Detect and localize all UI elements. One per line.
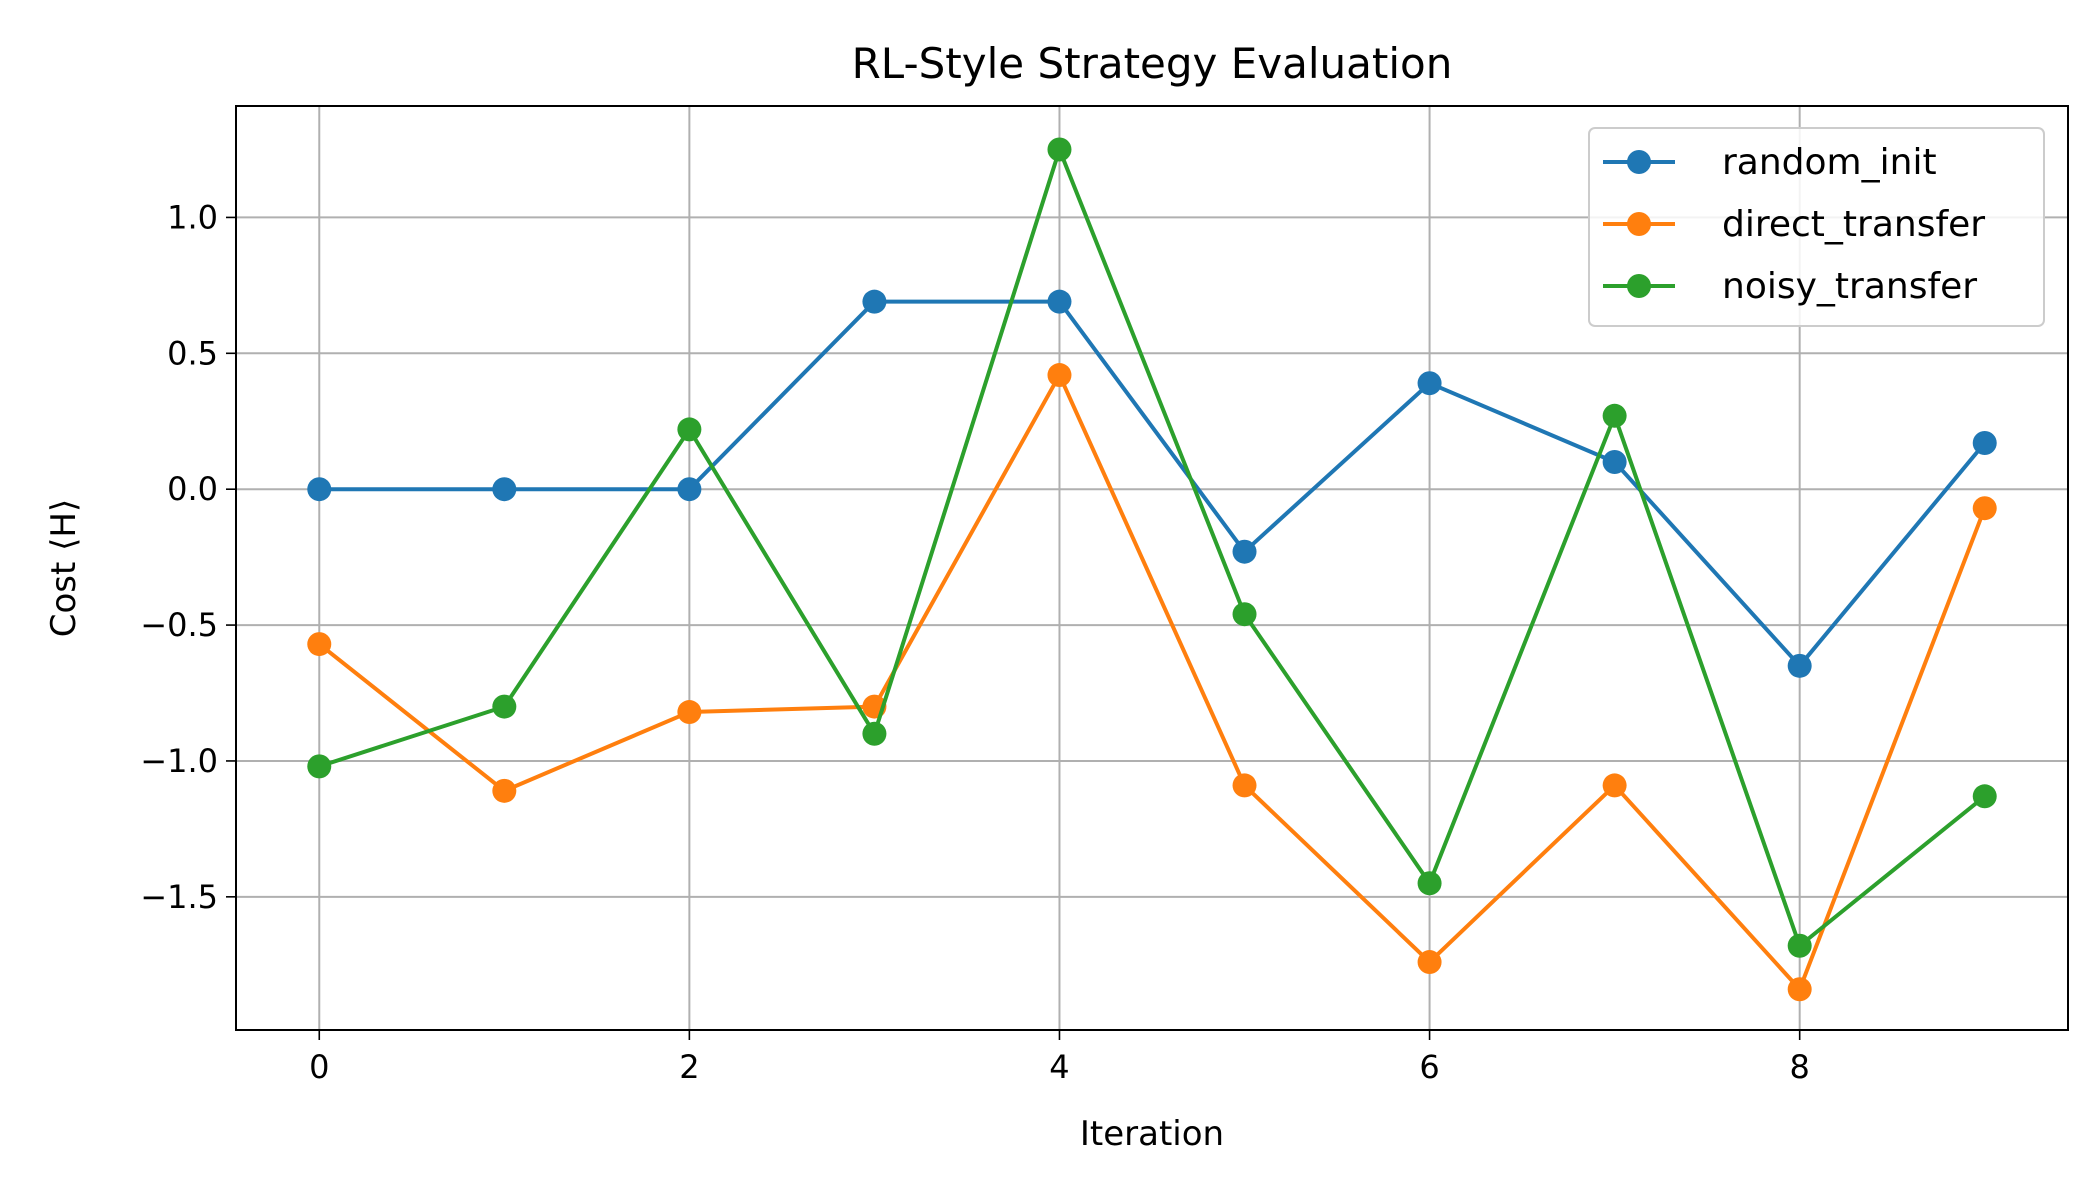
axis-ticks: 0 2 4 6 8 1.0 0.5 0.0 −0.5 −1.0 −1.5 [140, 198, 1810, 1086]
legend-marker-swatch [1627, 212, 1651, 236]
data-point-noisy_transfer [492, 694, 517, 719]
series-line-random_init [319, 299, 1987, 668]
data-point-random_init [307, 477, 332, 502]
data-point-noisy_transfer [1232, 602, 1257, 627]
data-point-noisy_transfer [677, 417, 702, 442]
data-point-noisy_transfer [1047, 137, 1072, 162]
series-line-direct_transfer [318, 373, 1987, 992]
data-point-direct_transfer [492, 778, 517, 803]
data-point-direct_transfer [307, 632, 332, 657]
data-point-noisy_transfer [1787, 933, 1812, 958]
x-axis-label: Iteration [1080, 1114, 1224, 1154]
series-layer [307, 137, 1997, 1002]
legend-marker-swatch [1627, 274, 1651, 298]
legend-box [1588, 127, 2045, 327]
legend-label: noisy_transfer [1722, 266, 1977, 307]
series-direct_transfer [307, 363, 1997, 1002]
y-tick-label: −0.5 [140, 606, 218, 644]
data-point-noisy_transfer [862, 721, 887, 746]
data-point-direct_transfer [677, 700, 702, 725]
data-point-random_init [492, 477, 517, 502]
data-point-direct_transfer [1417, 950, 1442, 975]
legend-marker-swatch [1627, 150, 1651, 174]
y-tick-label: 0.0 [167, 470, 218, 508]
data-point-direct_transfer [1232, 773, 1257, 798]
y-axis-label: Cost ⟨H⟩ [44, 499, 84, 638]
data-point-random_init [1232, 539, 1257, 564]
y-tick-label: 0.5 [167, 334, 218, 372]
legend-item-random_init: random_init [1603, 142, 1937, 183]
x-tick-label: 8 [1789, 1048, 1809, 1086]
data-point-direct_transfer [1047, 363, 1072, 388]
y-tick-label: −1.0 [140, 742, 218, 780]
y-tick-label: 1.0 [167, 198, 218, 236]
series-line-noisy_transfer [318, 147, 1986, 948]
data-point-noisy_transfer [307, 754, 332, 779]
series-noisy_transfer [307, 137, 1997, 958]
data-point-noisy_transfer [1417, 871, 1442, 896]
data-point-random_init [862, 289, 887, 314]
data-point-noisy_transfer [1602, 403, 1627, 428]
data-point-noisy_transfer [1972, 784, 1997, 809]
x-tick-label: 4 [1049, 1048, 1069, 1086]
legend-label: random_init [1722, 142, 1937, 183]
data-point-random_init [1972, 430, 1997, 455]
legend-item-noisy_transfer: noisy_transfer [1603, 266, 1977, 307]
data-point-random_init [1787, 653, 1812, 678]
data-point-direct_transfer [1787, 977, 1812, 1002]
legend-label: direct_transfer [1722, 204, 1985, 245]
data-point-random_init [1417, 371, 1442, 396]
data-point-random_init [1047, 289, 1072, 314]
x-tick-label: 2 [679, 1048, 699, 1086]
data-point-random_init [1602, 450, 1627, 475]
data-point-direct_transfer [1602, 773, 1627, 798]
x-tick-label: 0 [309, 1048, 329, 1086]
data-point-direct_transfer [1972, 496, 1997, 521]
x-tick-label: 6 [1419, 1048, 1439, 1086]
y-tick-label: −1.5 [140, 878, 218, 916]
plot-area-frame [235, 105, 2069, 1031]
series-random_init [307, 289, 1997, 678]
data-point-random_init [677, 477, 702, 502]
legend: random_init direct_transfer noisy_transfer [1588, 127, 2045, 327]
legend-item-direct_transfer: direct_transfer [1603, 204, 1985, 245]
chart-title: RL-Style Strategy Evaluation [852, 39, 1453, 88]
